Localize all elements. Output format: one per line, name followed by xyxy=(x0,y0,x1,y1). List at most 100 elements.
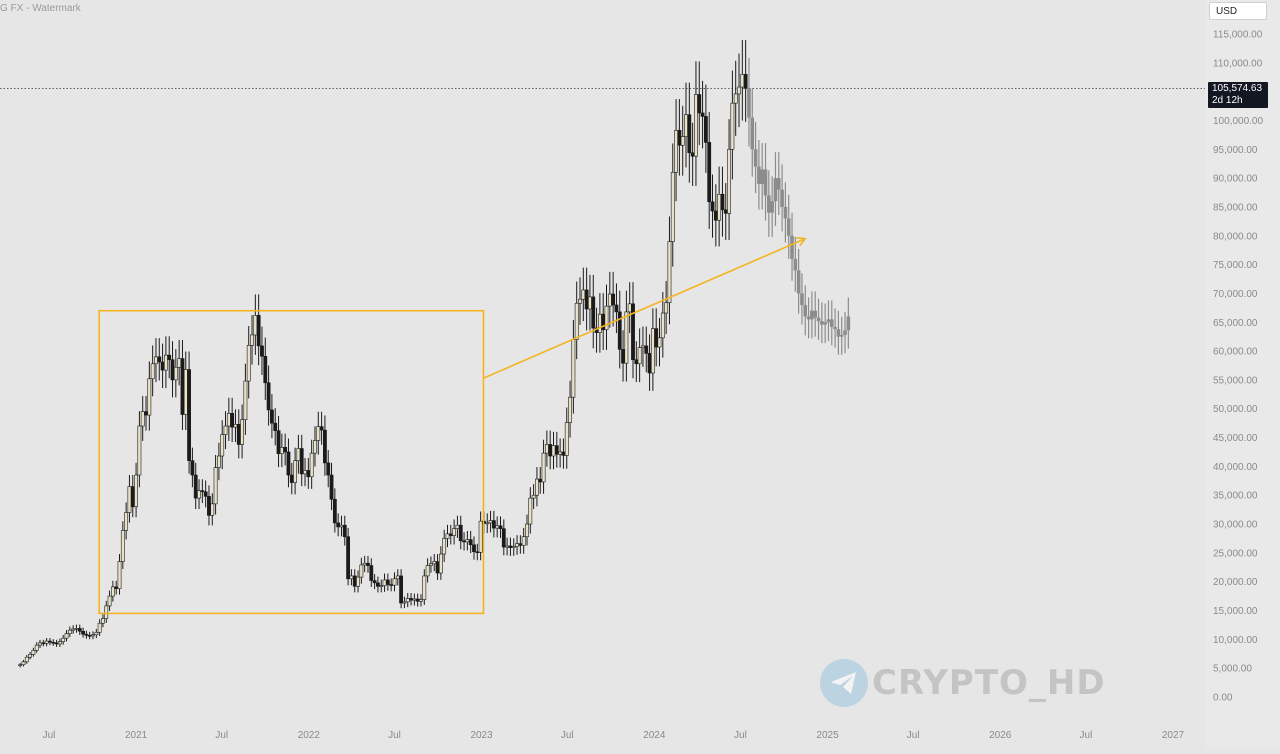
projection-body xyxy=(820,321,824,325)
candle-body xyxy=(737,86,741,95)
candle-body xyxy=(127,486,132,513)
candle-body xyxy=(366,562,370,566)
candle-body xyxy=(81,630,85,635)
candle-body xyxy=(362,562,367,566)
candle-body xyxy=(323,429,327,464)
candle-body xyxy=(680,136,685,146)
telegram-icon xyxy=(820,659,868,707)
candle-body xyxy=(551,445,556,457)
candle-body xyxy=(700,112,705,117)
candle-body xyxy=(429,563,433,566)
candle-body xyxy=(260,345,264,357)
y-tick-label: 100,000.00 xyxy=(1213,116,1263,127)
candle-body xyxy=(243,380,248,420)
candle-body xyxy=(77,628,82,632)
candle-body xyxy=(349,575,354,580)
candle-body xyxy=(236,424,241,445)
projection-body xyxy=(826,319,831,323)
candle-body xyxy=(581,289,586,300)
historical-candles xyxy=(18,40,748,668)
candle-body xyxy=(379,585,384,588)
candle-body xyxy=(588,296,592,310)
candle-body xyxy=(309,452,314,478)
candle-body xyxy=(107,595,112,607)
candle-body xyxy=(637,347,642,365)
projection-body xyxy=(833,326,837,330)
candle-body xyxy=(38,642,42,646)
candle-body xyxy=(389,584,394,586)
y-tick-label: 25,000.00 xyxy=(1213,548,1258,559)
candle-body xyxy=(730,102,735,150)
candle-body xyxy=(223,425,228,435)
projection-body xyxy=(786,218,791,236)
x-tick-label: 2022 xyxy=(298,730,321,741)
candle-body xyxy=(94,632,99,636)
candle-body xyxy=(51,641,56,644)
candle-body xyxy=(641,345,645,348)
candle-body xyxy=(233,424,238,428)
projection-body xyxy=(793,258,798,271)
candle-body xyxy=(64,633,69,639)
candle-body xyxy=(554,445,559,455)
currency-selector[interactable]: USD xyxy=(1209,2,1267,20)
candle-body xyxy=(210,503,215,516)
candle-body xyxy=(644,345,649,354)
candle-body xyxy=(535,478,539,496)
candle-body xyxy=(458,524,463,542)
candle-body xyxy=(684,114,688,137)
candle-body xyxy=(137,425,142,476)
projection-body xyxy=(823,322,827,325)
candle-body xyxy=(61,637,66,642)
candle-body xyxy=(621,349,625,364)
candle-body xyxy=(326,462,331,476)
projection-body xyxy=(813,310,818,318)
candle-body xyxy=(468,539,473,546)
candle-body xyxy=(54,642,59,645)
candle-body xyxy=(558,451,563,455)
candle-body xyxy=(578,298,582,304)
current-price-tag: 105,574.63 2d 12h xyxy=(1208,82,1268,108)
y-tick-label: 65,000.00 xyxy=(1213,318,1258,329)
candle-body xyxy=(190,460,195,476)
candle-body xyxy=(289,474,294,483)
candle-body xyxy=(713,210,718,221)
candle-body xyxy=(710,201,715,212)
candle-body xyxy=(74,628,79,630)
candle-body xyxy=(154,356,158,365)
candle-body xyxy=(220,434,225,457)
y-tick-label: 90,000.00 xyxy=(1213,174,1258,185)
candle-body xyxy=(203,491,208,497)
candle-body xyxy=(230,413,235,428)
x-tick-label: Jul xyxy=(907,730,920,741)
candle-body xyxy=(422,575,427,600)
candle-body xyxy=(677,129,682,146)
candle-body xyxy=(564,422,569,456)
candle-body xyxy=(607,293,612,307)
projection-body xyxy=(773,178,778,202)
x-tick-label: Jul xyxy=(734,730,747,741)
candle-body xyxy=(296,448,301,461)
candle-body xyxy=(67,629,72,634)
candle-body xyxy=(541,452,546,483)
candle-body xyxy=(568,396,572,423)
x-tick-label: 2024 xyxy=(643,730,666,741)
candle-body xyxy=(707,142,712,203)
projection-body xyxy=(767,195,771,213)
projection-body xyxy=(803,304,808,317)
candle-body xyxy=(452,528,457,536)
candle-body xyxy=(574,302,579,340)
candle-body xyxy=(505,545,510,548)
candle-body xyxy=(140,411,145,427)
candle-body xyxy=(650,328,655,374)
candle-body xyxy=(501,528,506,548)
projection-body xyxy=(757,166,761,184)
projection-body xyxy=(846,316,851,331)
projection-body xyxy=(750,117,755,150)
candle-body xyxy=(412,598,417,601)
candle-body xyxy=(611,293,616,306)
current-price-value: 105,574.63 xyxy=(1212,83,1263,94)
candle-body xyxy=(24,656,29,663)
y-tick-label: 30,000.00 xyxy=(1213,520,1258,531)
